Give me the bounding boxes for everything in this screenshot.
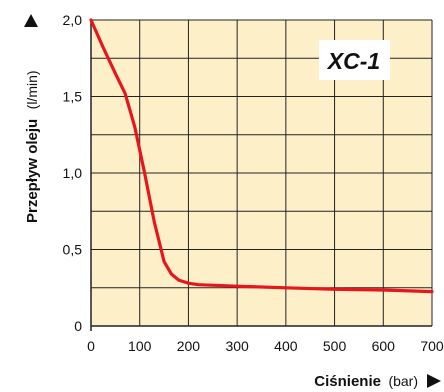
y-tick-label: 2,0 <box>63 12 83 28</box>
svg-text:Przepływ oleju (l/min): Przepływ oleju (l/min) <box>24 70 41 223</box>
y-tick-label: 0,5 <box>63 242 83 258</box>
x-axis-arrow-icon <box>427 374 441 388</box>
x-axis-title: Ciśnienie (bar) <box>314 373 418 390</box>
series-line <box>89 18 434 294</box>
x-tick-label: 100 <box>128 338 152 354</box>
x-tick-label: 400 <box>274 338 298 354</box>
y-axis-arrow-icon <box>24 14 38 27</box>
x-tick-label: 200 <box>177 338 201 354</box>
y-axis-title-main: Przepływ oleju <box>24 119 41 223</box>
model-label: XC-1 <box>326 48 380 74</box>
x-axis-title-main: Ciśnienie <box>314 373 381 390</box>
model-label-box <box>319 40 390 80</box>
x-tick-label: 0 <box>87 338 95 354</box>
x-axis-title-unit: (bar) <box>388 373 418 389</box>
y-tick-label: 1,0 <box>63 165 83 181</box>
y-tick-label: 0 <box>74 318 82 334</box>
y-tick-labels: 0 0,5 1,0 1,5 2,0 <box>63 12 83 334</box>
x-tick-labels: 0 100 200 300 400 500 600 700 <box>87 338 444 354</box>
x-tick-label: 300 <box>225 338 249 354</box>
y-axis-title-unit: (l/min) <box>24 70 40 109</box>
x-tick-label: 600 <box>372 338 396 354</box>
y-axis-title: Przepływ oleju (l/min) <box>24 70 41 223</box>
y-tick-label: 1,5 <box>63 89 83 105</box>
x-tick-label: 500 <box>323 338 347 354</box>
x-tick-label: 700 <box>420 338 444 354</box>
